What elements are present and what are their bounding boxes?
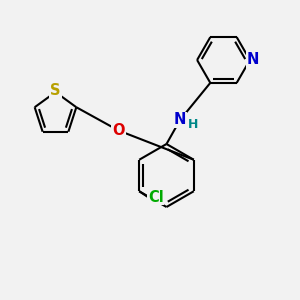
Text: O: O bbox=[112, 123, 125, 138]
Text: H: H bbox=[188, 118, 199, 131]
Text: N: N bbox=[247, 52, 259, 68]
Text: Cl: Cl bbox=[148, 190, 164, 205]
Text: N: N bbox=[174, 112, 186, 128]
Text: S: S bbox=[50, 83, 61, 98]
